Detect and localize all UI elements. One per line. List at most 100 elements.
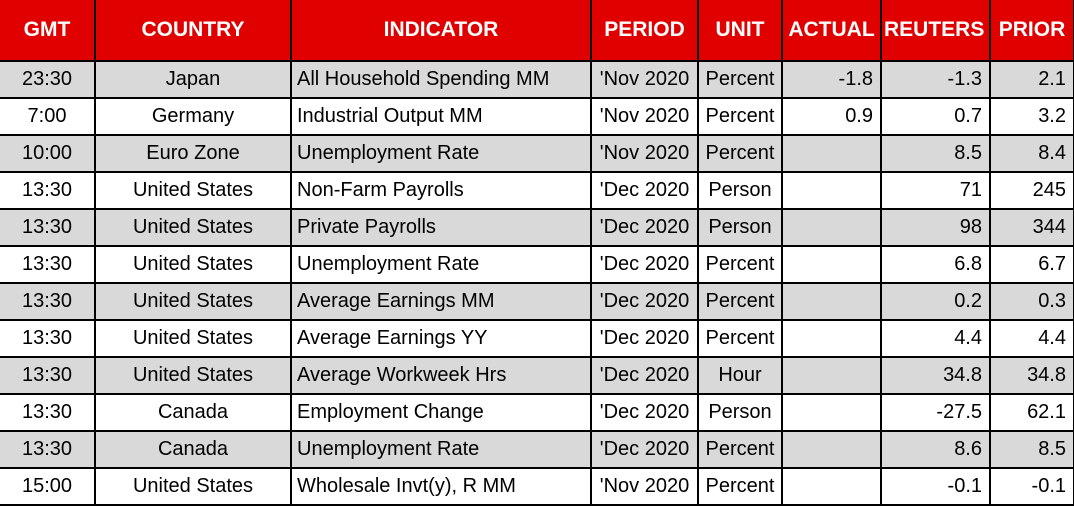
cell-prior: 8.5 (989, 430, 1074, 469)
cell-reuters-poll: 34.8 (880, 356, 991, 395)
cell-country: Japan (94, 60, 292, 99)
cell-actual (781, 134, 882, 173)
table-body: 23:30 Japan All Household Spending MM 'N… (0, 60, 1074, 506)
cell-actual (781, 430, 882, 469)
cell-gmt: 13:30 (0, 393, 96, 432)
cell-prior: 62.1 (989, 393, 1074, 432)
cell-country: United States (94, 319, 292, 358)
cell-indicator: Unemployment Rate (290, 430, 592, 469)
cell-country: United States (94, 245, 292, 284)
cell-actual (781, 245, 882, 284)
cell-period: 'Dec 2020 (590, 245, 699, 284)
cell-actual (781, 208, 882, 247)
column-header-reuters-poll: REUTERS POLL (880, 0, 991, 62)
column-header-prior: PRIOR (989, 0, 1074, 62)
cell-actual (781, 467, 882, 506)
cell-period: 'Dec 2020 (590, 171, 699, 210)
cell-actual (781, 319, 882, 358)
cell-period: 'Nov 2020 (590, 97, 699, 136)
cell-country: United States (94, 467, 292, 506)
cell-reuters-poll: -27.5 (880, 393, 991, 432)
table-header: GMT COUNTRY INDICATOR PERIOD UNIT ACTUAL… (0, 0, 1074, 62)
table-row: 15:00 United States Wholesale Invt(y), R… (0, 467, 1074, 506)
cell-gmt: 13:30 (0, 430, 96, 469)
table-row: 13:30 Canada Unemployment Rate 'Dec 2020… (0, 430, 1074, 469)
column-header-unit: UNIT (697, 0, 783, 62)
cell-indicator: Average Earnings MM (290, 282, 592, 321)
cell-unit: Percent (697, 430, 783, 469)
cell-unit: Percent (697, 467, 783, 506)
cell-prior: 0.3 (989, 282, 1074, 321)
cell-indicator: Industrial Output MM (290, 97, 592, 136)
cell-reuters-poll: 4.4 (880, 319, 991, 358)
cell-gmt: 13:30 (0, 356, 96, 395)
cell-prior: 3.2 (989, 97, 1074, 136)
cell-unit: Person (697, 393, 783, 432)
column-header-period: PERIOD (590, 0, 699, 62)
cell-actual (781, 393, 882, 432)
cell-prior: 344 (989, 208, 1074, 247)
cell-prior: 6.7 (989, 245, 1074, 284)
cell-indicator: Unemployment Rate (290, 245, 592, 284)
cell-reuters-poll: -1.3 (880, 60, 991, 99)
column-header-actual: ACTUAL (781, 0, 882, 62)
cell-gmt: 13:30 (0, 319, 96, 358)
table-row: 13:30 United States Average Earnings YY … (0, 319, 1074, 358)
table-row: 13:30 United States Average Workweek Hrs… (0, 356, 1074, 395)
cell-indicator: Average Earnings YY (290, 319, 592, 358)
cell-period: 'Dec 2020 (590, 282, 699, 321)
cell-actual: -1.8 (781, 60, 882, 99)
cell-indicator: Average Workweek Hrs (290, 356, 592, 395)
cell-gmt: 15:00 (0, 467, 96, 506)
cell-indicator: Private Payrolls (290, 208, 592, 247)
cell-reuters-poll: 8.6 (880, 430, 991, 469)
cell-unit: Percent (697, 97, 783, 136)
column-header-country: COUNTRY (94, 0, 292, 62)
header-row: GMT COUNTRY INDICATOR PERIOD UNIT ACTUAL… (0, 0, 1074, 62)
cell-period: 'Dec 2020 (590, 319, 699, 358)
cell-unit: Person (697, 171, 783, 210)
table-row: 23:30 Japan All Household Spending MM 'N… (0, 60, 1074, 99)
cell-reuters-poll: 0.7 (880, 97, 991, 136)
cell-period: 'Dec 2020 (590, 393, 699, 432)
cell-actual (781, 282, 882, 321)
cell-prior: 4.4 (989, 319, 1074, 358)
cell-gmt: 23:30 (0, 60, 96, 99)
table-row: 13:30 United States Unemployment Rate 'D… (0, 245, 1074, 284)
cell-unit: Percent (697, 245, 783, 284)
table-row: 13:30 United States Private Payrolls 'De… (0, 208, 1074, 247)
cell-indicator: Non-Farm Payrolls (290, 171, 592, 210)
cell-unit: Person (697, 208, 783, 247)
cell-country: United States (94, 208, 292, 247)
cell-indicator: Employment Change (290, 393, 592, 432)
cell-actual: 0.9 (781, 97, 882, 136)
cell-gmt: 7:00 (0, 97, 96, 136)
cell-country: Canada (94, 393, 292, 432)
cell-actual (781, 356, 882, 395)
cell-gmt: 13:30 (0, 282, 96, 321)
cell-gmt: 13:30 (0, 171, 96, 210)
cell-unit: Percent (697, 319, 783, 358)
cell-prior: 34.8 (989, 356, 1074, 395)
cell-country: Canada (94, 430, 292, 469)
cell-gmt: 13:30 (0, 245, 96, 284)
cell-prior: -0.1 (989, 467, 1074, 506)
table-row: 7:00 Germany Industrial Output MM 'Nov 2… (0, 97, 1074, 136)
cell-gmt: 13:30 (0, 208, 96, 247)
cell-reuters-poll: 98 (880, 208, 991, 247)
cell-period: 'Nov 2020 (590, 134, 699, 173)
table-row: 10:00 Euro Zone Unemployment Rate 'Nov 2… (0, 134, 1074, 173)
cell-gmt: 10:00 (0, 134, 96, 173)
cell-unit: Percent (697, 134, 783, 173)
cell-country: United States (94, 282, 292, 321)
cell-indicator: All Household Spending MM (290, 60, 592, 99)
cell-unit: Percent (697, 282, 783, 321)
cell-prior: 2.1 (989, 60, 1074, 99)
cell-actual (781, 171, 882, 210)
cell-indicator: Wholesale Invt(y), R MM (290, 467, 592, 506)
table-row: 13:30 United States Average Earnings MM … (0, 282, 1074, 321)
cell-reuters-poll: 8.5 (880, 134, 991, 173)
cell-period: 'Dec 2020 (590, 430, 699, 469)
cell-unit: Percent (697, 60, 783, 99)
